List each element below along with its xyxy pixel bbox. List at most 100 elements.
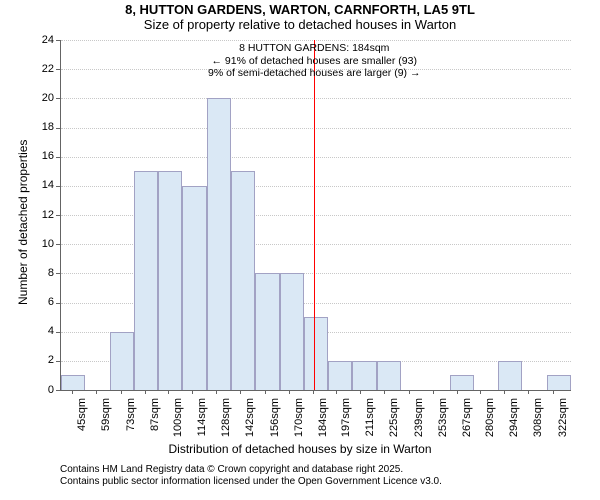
ytick-label: 4 (30, 325, 54, 337)
y-axis-label: Number of detached properties (16, 140, 30, 305)
xtick-label: 225sqm (388, 398, 400, 442)
xtick-mark (289, 390, 290, 394)
ytick-label: 12 (30, 209, 54, 221)
xtick-mark (121, 390, 122, 394)
annotation-line: ← 91% of detached houses are smaller (93… (194, 55, 434, 67)
footer-text: Contains HM Land Registry data © Crown c… (60, 464, 442, 488)
ytick-mark (56, 332, 60, 333)
xtick-mark (360, 390, 361, 394)
chart-title-line2: Size of property relative to detached ho… (0, 17, 600, 32)
xtick-label: 114sqm (196, 398, 208, 442)
histogram-bar (61, 375, 85, 390)
xtick-label: 253sqm (437, 398, 449, 442)
xtick-mark (528, 390, 529, 394)
xtick-mark (433, 390, 434, 394)
ytick-mark (56, 98, 60, 99)
xtick-label: 87sqm (149, 398, 161, 442)
xtick-label: 322sqm (557, 398, 569, 442)
x-axis-label: Distribution of detached houses by size … (0, 442, 600, 456)
annotation-line: 9% of semi-detached houses are larger (9… (194, 67, 434, 79)
chart-title-line1: 8, HUTTON GARDENS, WARTON, CARNFORTH, LA… (0, 2, 600, 17)
xtick-mark (240, 390, 241, 394)
ytick-label: 0 (30, 384, 54, 396)
ytick-mark (56, 157, 60, 158)
xtick-label: 267sqm (461, 398, 473, 442)
ytick-mark (56, 186, 60, 187)
xtick-mark (553, 390, 554, 394)
xtick-mark (96, 390, 97, 394)
ytick-mark (56, 215, 60, 216)
footer-line1: Contains HM Land Registry data © Crown c… (60, 464, 442, 476)
histogram-bar (280, 273, 304, 390)
ytick-label: 16 (30, 150, 54, 162)
ytick-mark (56, 69, 60, 70)
ytick-mark (56, 361, 60, 362)
ytick-label: 24 (30, 34, 54, 46)
xtick-mark (72, 390, 73, 394)
xtick-label: 308sqm (532, 398, 544, 442)
histogram-bar (328, 361, 352, 390)
annotation-line: 8 HUTTON GARDENS: 184sqm (194, 42, 434, 54)
ytick-mark (56, 273, 60, 274)
xtick-label: 59sqm (100, 398, 112, 442)
xtick-label: 294sqm (508, 398, 520, 442)
reference-line (314, 40, 315, 390)
xtick-mark (384, 390, 385, 394)
xtick-label: 142sqm (244, 398, 256, 442)
xtick-mark (192, 390, 193, 394)
xtick-mark (457, 390, 458, 394)
histogram-bar (377, 361, 401, 390)
xtick-mark (313, 390, 314, 394)
ytick-label: 2 (30, 354, 54, 366)
xtick-mark (145, 390, 146, 394)
xtick-mark (480, 390, 481, 394)
ytick-mark (56, 390, 60, 391)
histogram-bar (182, 186, 206, 390)
histogram-bar (207, 98, 231, 390)
ytick-label: 8 (30, 267, 54, 279)
histogram-bar (255, 273, 279, 390)
xtick-mark (168, 390, 169, 394)
xtick-mark (216, 390, 217, 394)
ytick-mark (56, 128, 60, 129)
xtick-label: 197sqm (340, 398, 352, 442)
xtick-label: 170sqm (293, 398, 305, 442)
footer-line2: Contains public sector information licen… (60, 476, 442, 488)
xtick-label: 73sqm (125, 398, 137, 442)
histogram-bar (110, 332, 134, 390)
ytick-label: 20 (30, 92, 54, 104)
ytick-label: 14 (30, 179, 54, 191)
histogram-bar (547, 375, 571, 390)
grid-line (61, 128, 571, 129)
xtick-mark (265, 390, 266, 394)
ytick-label: 10 (30, 238, 54, 250)
grid-line (61, 40, 571, 41)
xtick-label: 184sqm (317, 398, 329, 442)
ytick-mark (56, 303, 60, 304)
xtick-label: 128sqm (220, 398, 232, 442)
histogram-bar (231, 171, 255, 390)
histogram-bar (450, 375, 474, 390)
histogram-bar (134, 171, 158, 390)
ytick-label: 22 (30, 63, 54, 75)
plot-area: 8 HUTTON GARDENS: 184sqm← 91% of detache… (60, 40, 571, 391)
xtick-mark (504, 390, 505, 394)
ytick-label: 6 (30, 296, 54, 308)
grid-line (61, 157, 571, 158)
xtick-label: 211sqm (364, 398, 376, 442)
xtick-mark (336, 390, 337, 394)
histogram-bar (498, 361, 522, 390)
xtick-label: 280sqm (484, 398, 496, 442)
ytick-mark (56, 40, 60, 41)
grid-line (61, 98, 571, 99)
histogram-bar (158, 171, 182, 390)
xtick-label: 239sqm (413, 398, 425, 442)
histogram-bar (304, 317, 328, 390)
ytick-mark (56, 244, 60, 245)
histogram-bar (352, 361, 376, 390)
xtick-label: 156sqm (269, 398, 281, 442)
xtick-label: 100sqm (172, 398, 184, 442)
xtick-label: 45sqm (76, 398, 88, 442)
ytick-label: 18 (30, 121, 54, 133)
xtick-mark (409, 390, 410, 394)
